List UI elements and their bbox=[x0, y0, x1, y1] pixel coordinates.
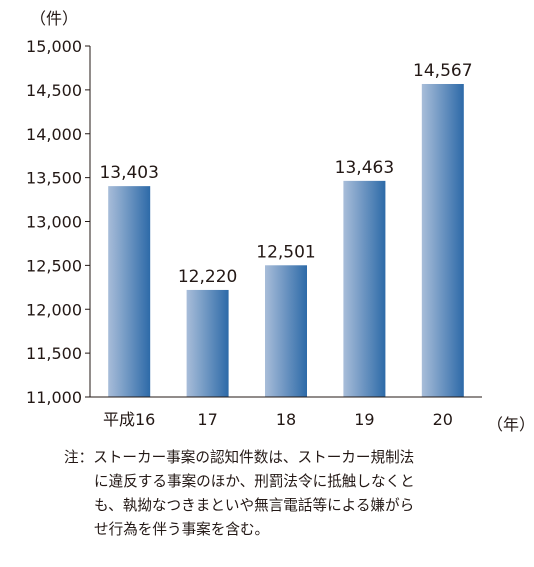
y-tick-label: 15,000 bbox=[26, 37, 82, 56]
x-axis-labels: 平成16 17 18 19 20 bbox=[103, 410, 453, 429]
value-labels: 13,403 12,220 12,501 13,463 14,567 bbox=[99, 61, 472, 287]
y-axis-ticks: 11,000 11,500 12,000 12,500 13,000 13,500 14,0… bbox=[26, 37, 90, 407]
y-tick-label: 12,000 bbox=[26, 300, 82, 319]
x-tick-label: 20 bbox=[433, 410, 453, 429]
bar-value-label: 14,567 bbox=[413, 61, 472, 81]
y-tick-label: 14,000 bbox=[26, 125, 82, 144]
y-axis-unit: （件） bbox=[30, 9, 78, 28]
bar-value-label: 12,220 bbox=[178, 267, 237, 287]
y-tick-label: 13,000 bbox=[26, 213, 82, 232]
footnote-line-4: せ行為を伴う事案を含む。 bbox=[94, 521, 270, 538]
footnote-line-3: も、執拗なつきまといや無言電話等による嫌がら bbox=[94, 497, 415, 514]
x-tick-label: 19 bbox=[354, 410, 374, 429]
bar-value-label: 12,501 bbox=[256, 242, 315, 262]
bar bbox=[108, 186, 151, 397]
x-tick-label: 平成16 bbox=[103, 410, 155, 429]
bar bbox=[421, 83, 464, 397]
x-axis-unit: （年） bbox=[487, 415, 534, 434]
y-tick-label: 12,500 bbox=[26, 256, 82, 275]
y-tick-label: 13,500 bbox=[26, 169, 82, 188]
bar-chart: （件） 11,000 11,500 12,000 12,500 13,000 13,500… bbox=[26, 9, 534, 434]
y-tick-label: 11,000 bbox=[26, 388, 82, 407]
bar bbox=[186, 289, 229, 397]
bar bbox=[265, 265, 307, 397]
bar-value-label: 13,403 bbox=[99, 163, 158, 183]
footnote: 注：ストーカー事案の認知件数は、ストーカー規制法 に違反する事案のほか、刑罰法令… bbox=[64, 446, 532, 542]
y-tick-label: 11,500 bbox=[26, 344, 82, 363]
bar bbox=[343, 180, 386, 397]
bars bbox=[108, 83, 464, 397]
bar-value-label: 13,463 bbox=[335, 158, 394, 178]
footnote-line-2: に違反する事案のほか、刑罰法令に抵触しなくと bbox=[94, 473, 415, 490]
x-tick-label: 17 bbox=[197, 410, 217, 429]
x-tick-label: 18 bbox=[276, 410, 296, 429]
footnote-line-1: 注：ストーカー事案の認知件数は、ストーカー規制法 bbox=[64, 449, 415, 466]
y-tick-label: 14,500 bbox=[26, 81, 82, 100]
